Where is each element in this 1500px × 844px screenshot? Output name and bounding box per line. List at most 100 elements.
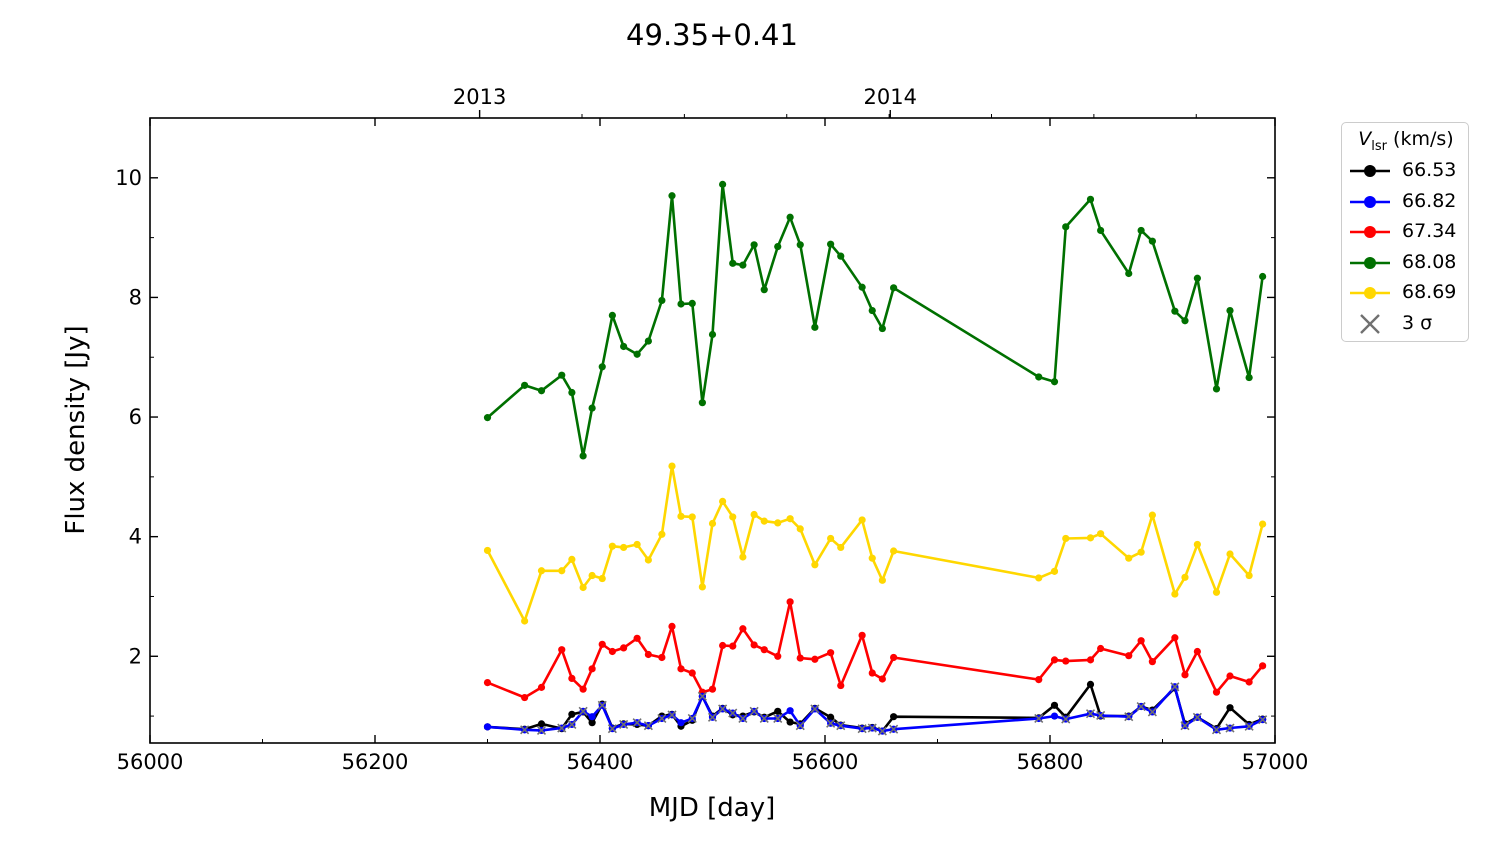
- x-tick-label: 56000: [117, 750, 184, 774]
- data-point: [1193, 647, 1201, 656]
- sigma-marker: [1034, 713, 1044, 724]
- data-point: [677, 300, 685, 308]
- sigma-stroke: [687, 713, 697, 724]
- sigma-stroke: [657, 713, 667, 724]
- legend: Vlsr (km/s) 66.53 66.82 67.34 68.08 68.69 3 σ: [1341, 122, 1469, 342]
- sigma-stroke: [1096, 710, 1106, 721]
- y-tick-label: 10: [115, 166, 142, 190]
- sigma-stroke: [1258, 715, 1268, 725]
- legend-label: 66.53: [1402, 159, 1457, 181]
- data-point: [644, 650, 652, 659]
- data-point: [1050, 567, 1059, 575]
- data-point: [774, 652, 782, 660]
- series-68.08: [483, 180, 1267, 460]
- x-tick-label: 56400: [567, 750, 634, 774]
- data-point: [620, 644, 628, 652]
- data-point: [588, 404, 596, 412]
- legend-swatch: [1360, 313, 1380, 334]
- sigma-stroke: [607, 724, 617, 734]
- data-point: [598, 640, 606, 648]
- data-point: [1245, 373, 1253, 382]
- data-point: [558, 371, 566, 379]
- data-point: [796, 654, 804, 662]
- data-point: [739, 625, 747, 633]
- data-point: [786, 718, 794, 726]
- series-67.34: [483, 598, 1267, 702]
- sigma-marker: [1225, 723, 1235, 733]
- data-point: [729, 642, 737, 650]
- data-point: [598, 363, 606, 371]
- chart-title: 49.35+0.41: [626, 18, 798, 52]
- axes: 56000 56200 56400 56600 56800 57000 2 4 6 8 10: [115, 117, 1308, 774]
- sigma-marker: [619, 719, 629, 730]
- sigma-stroke: [795, 721, 805, 731]
- sigma-stroke: [619, 719, 629, 730]
- data-point: [483, 723, 492, 731]
- data-point: [677, 665, 685, 673]
- sigma-marker: [795, 721, 805, 731]
- data-point: [1062, 534, 1070, 543]
- legend-label: 68.69: [1402, 281, 1457, 303]
- data-point: [1212, 385, 1221, 393]
- sigma-stroke: [867, 723, 877, 733]
- sigma-stroke: [1225, 723, 1235, 733]
- sigma-stroke: [597, 700, 607, 710]
- y-tick-label: 8: [129, 285, 142, 309]
- data-point: [878, 675, 886, 683]
- sigma-stroke: [759, 713, 769, 724]
- data-point: [588, 665, 596, 673]
- sigma-marker: [687, 713, 697, 724]
- sigma-stroke: [557, 723, 567, 733]
- sigma-marker: [773, 713, 783, 724]
- data-point: [1193, 274, 1201, 282]
- legend-item: 67.34: [1348, 218, 1466, 246]
- data-point: [719, 180, 727, 188]
- sigma-marker: [1124, 712, 1134, 722]
- sigma-marker: [643, 721, 653, 731]
- legend-cross: [1360, 313, 1380, 334]
- data-point: [677, 719, 685, 727]
- y-tick-label: 2: [129, 644, 142, 668]
- legend-swatch: [1350, 165, 1390, 177]
- sigma-marker: [836, 721, 846, 731]
- data-point: [750, 641, 758, 649]
- x-axis-label: MJD [day]: [649, 793, 776, 823]
- sigma-marker: [632, 718, 642, 728]
- data-point: [1259, 662, 1267, 670]
- sigma-marker: [1192, 712, 1202, 722]
- data-point: [858, 283, 866, 291]
- sigma-stroke: [1124, 712, 1134, 722]
- data-point: [558, 646, 566, 654]
- data-point: [1097, 644, 1105, 653]
- sigma-marker: [1096, 710, 1106, 721]
- data-point: [1171, 634, 1179, 642]
- series-line: [486, 464, 1264, 623]
- legend-title-sub: lsr: [1371, 138, 1388, 154]
- sigma-marker: [728, 708, 738, 718]
- data-point: [1035, 574, 1043, 582]
- y-tick-label: 6: [129, 405, 142, 429]
- sigma-stroke: [889, 724, 899, 734]
- data-point: [644, 337, 652, 345]
- sigma-marker: [759, 713, 769, 724]
- sigma-marker: [707, 712, 718, 722]
- legend-label: 68.08: [1402, 250, 1457, 273]
- data-point: [1125, 269, 1133, 278]
- data-point: [537, 720, 546, 728]
- data-point: [698, 399, 706, 407]
- top-axis: 2013 2014: [453, 85, 1197, 118]
- data-point: [837, 681, 845, 690]
- sigma-marker: [810, 704, 820, 714]
- legend-label: 3 σ: [1402, 311, 1433, 334]
- data-point: [868, 554, 876, 562]
- sigma-marker: [1147, 707, 1157, 717]
- sigma-stroke: [632, 718, 642, 728]
- legend-title-unit: (km/s): [1387, 128, 1454, 150]
- data-point: [688, 299, 696, 308]
- legend-item: 68.69: [1348, 279, 1466, 307]
- legend-swatch: [1350, 287, 1390, 299]
- data-point: [827, 240, 835, 248]
- data-point: [878, 324, 886, 333]
- data-point: [708, 519, 717, 528]
- series-line: [486, 183, 1264, 458]
